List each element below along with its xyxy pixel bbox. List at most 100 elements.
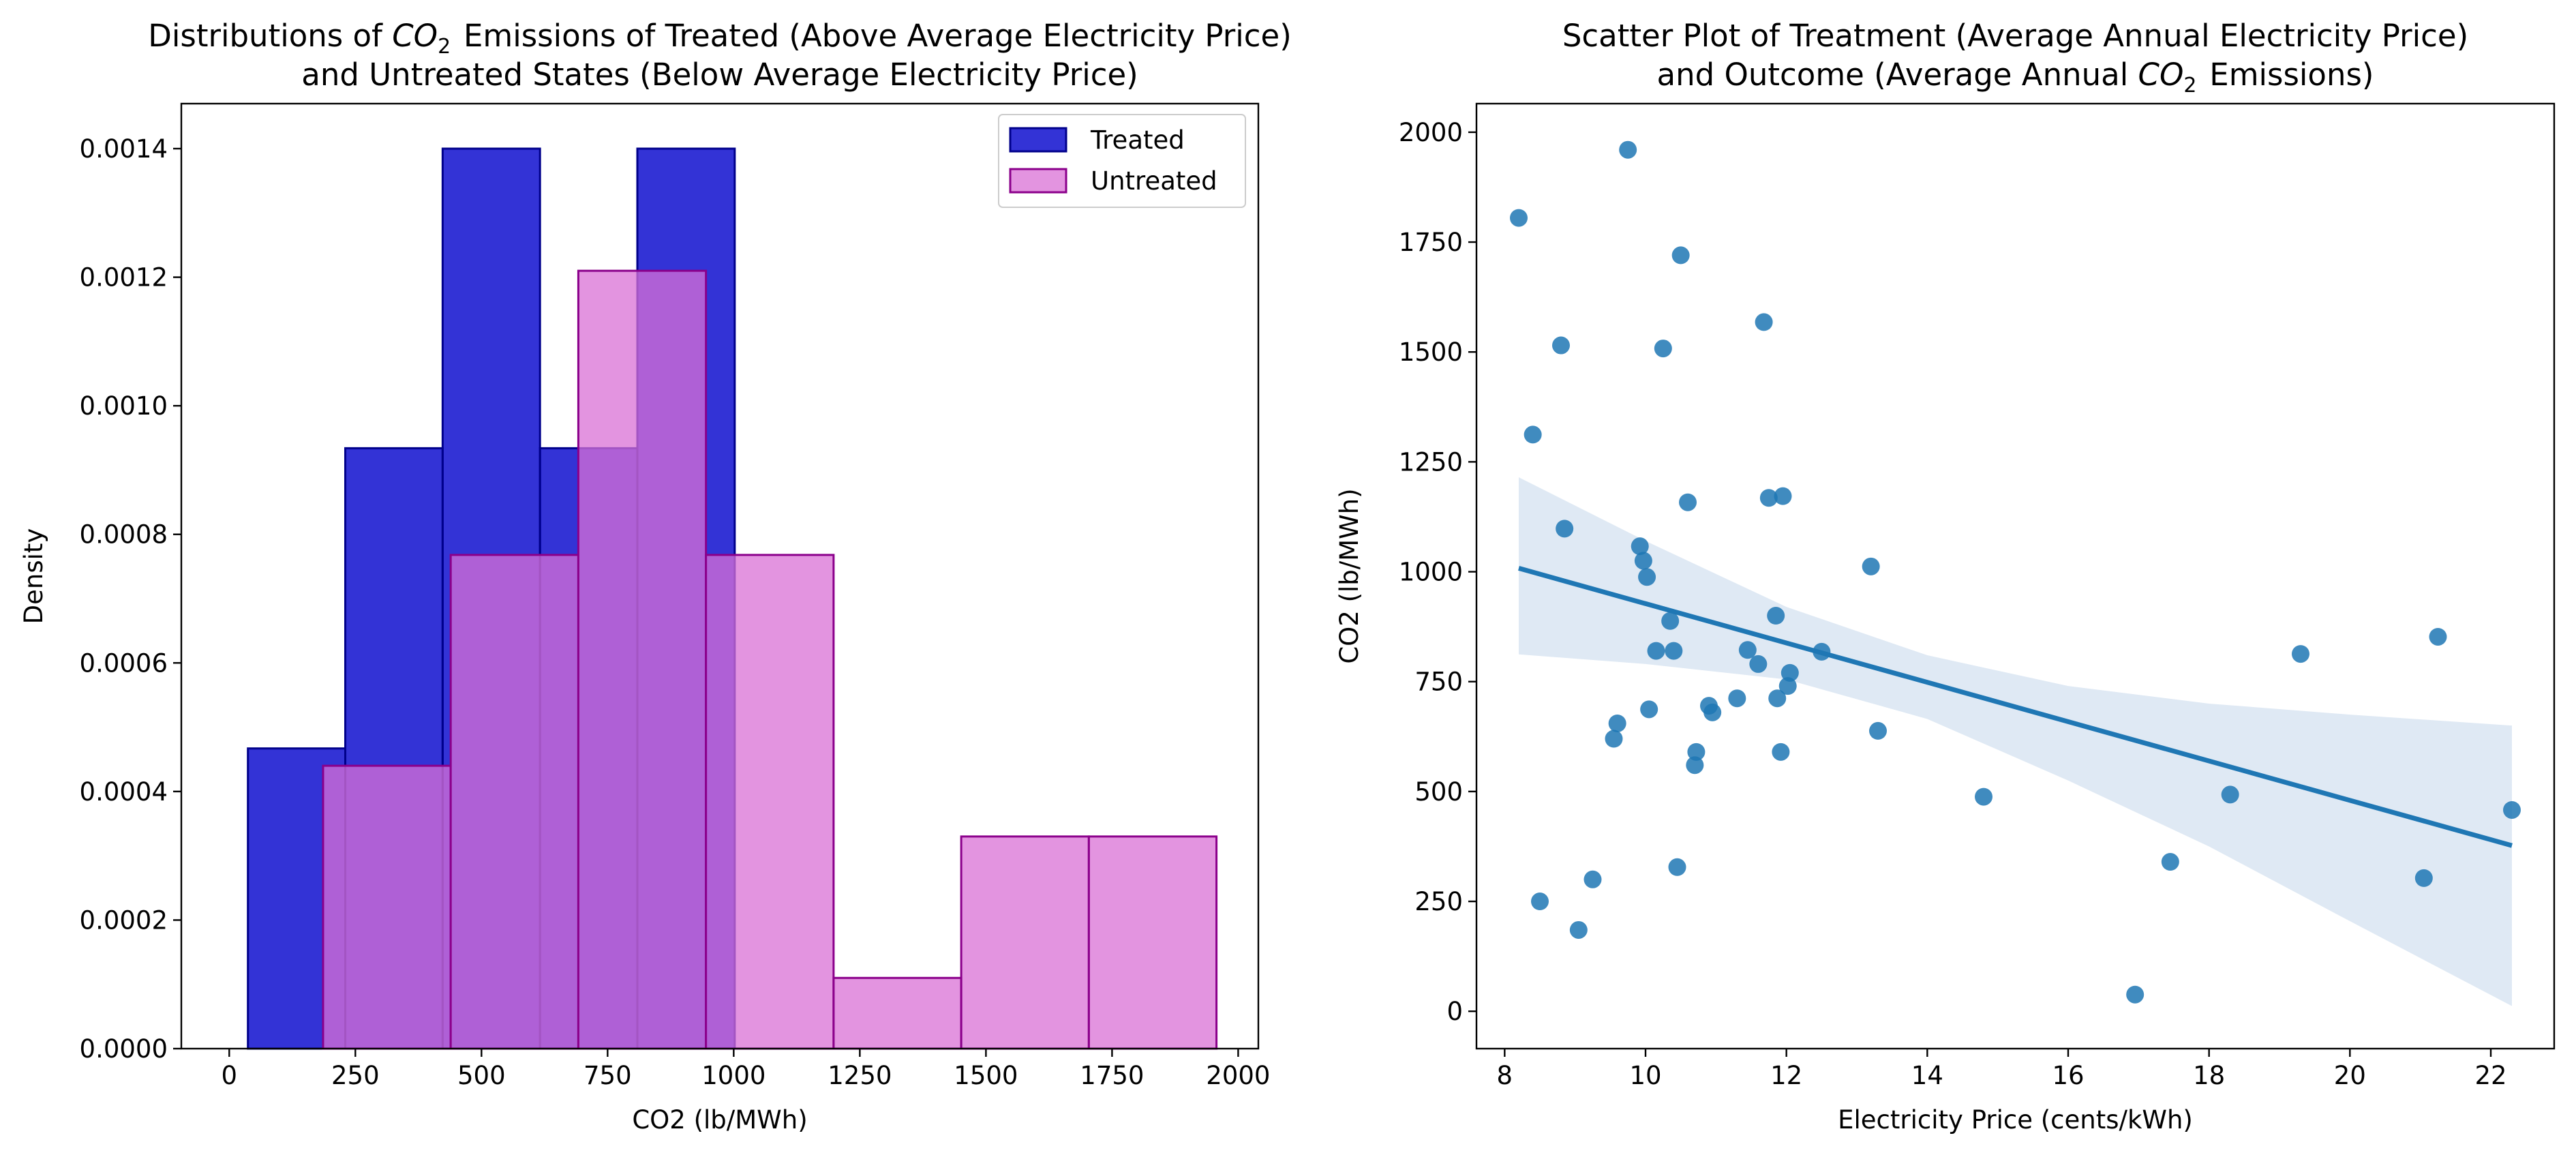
y-tick-label: 0.0010: [80, 391, 168, 421]
y-tick-label: 0.0008: [80, 520, 168, 550]
scatter-point: [1749, 655, 1768, 673]
y-tick-label: 0.0004: [80, 777, 168, 807]
scatter-point: [1552, 336, 1570, 355]
scatter-plot-frame: [1475, 102, 2556, 1050]
legend-swatch-untreated: [1009, 168, 1067, 194]
y-tick-label: 0: [1446, 997, 1463, 1026]
histogram-y-ticks: 0.0000 0.0002 0.0004 0.0006 0.0008 0.0010 0.00…: [80, 134, 181, 1064]
scatter-title: Scatter Plot of Treatment (Average Annua…: [1562, 18, 2468, 97]
scatter-point: [1631, 537, 1649, 556]
scatter-point: [1703, 703, 1722, 721]
x-tick-label: 10: [1629, 1061, 1661, 1090]
scatter-point: [1759, 489, 1778, 507]
scatter-point: [1772, 742, 1790, 761]
scatter-point: [1619, 140, 1637, 159]
legend-label-untreated: Untreated: [1091, 166, 1217, 196]
scatter-point: [1862, 557, 1880, 575]
y-tick-label: 0.0002: [80, 905, 168, 935]
untreated-bin-5: [960, 835, 1090, 1050]
scatter-point: [2126, 985, 2145, 1004]
scatter-point: [1556, 520, 1574, 538]
scatter-point: [1738, 641, 1757, 659]
scatter-point: [1668, 858, 1686, 876]
histogram-panel: Distributions of CO2 Emissions of Treate…: [19, 18, 1292, 1135]
scatter-panel: Scatter Plot of Treatment (Average Annua…: [1335, 18, 2556, 1135]
histogram-x-ticks: 0 250 500 750 1000 1250 1500 1750 2000: [222, 1049, 1270, 1090]
y-tick-label: 500: [1414, 777, 1463, 807]
scatter-points: [1510, 140, 2521, 1004]
x-tick-label: 12: [1770, 1061, 1802, 1090]
scatter-point: [1774, 487, 1792, 505]
y-tick-label: 0.0012: [80, 263, 168, 292]
scatter-point: [1638, 568, 1656, 586]
scatter-point: [1608, 714, 1626, 732]
scatter-point: [1869, 721, 1887, 740]
untreated-bin-3: [705, 554, 835, 1050]
histogram-plot-frame: [180, 102, 1260, 1050]
y-tick-label: 0.0014: [80, 134, 168, 164]
x-tick-label: 20: [2334, 1061, 2366, 1090]
scatter-point: [1768, 689, 1787, 708]
x-tick-label: 1250: [828, 1061, 892, 1090]
scatter-point: [1686, 756, 1704, 775]
scatter-point: [1665, 642, 1683, 660]
scatter-point: [1584, 870, 1602, 888]
x-tick-label: 250: [331, 1061, 380, 1090]
x-tick-label: 500: [457, 1061, 506, 1090]
scatter-point: [1661, 612, 1680, 630]
x-tick-label: 8: [1497, 1061, 1513, 1090]
x-tick-label: 2000: [1206, 1061, 1270, 1090]
scatter-point: [2414, 869, 2433, 887]
scatter-point: [1569, 920, 1588, 939]
y-tick-label: 750: [1414, 668, 1463, 697]
y-tick-label: 0.0006: [80, 648, 168, 678]
x-tick-label: 16: [2052, 1061, 2084, 1090]
scatter-point: [1510, 209, 1528, 227]
histogram-x-axis-label: CO2 (lb/MWh): [632, 1105, 807, 1135]
scatter-point: [1654, 340, 1672, 358]
scatter-point: [1640, 700, 1658, 719]
scatter-point: [1778, 677, 1797, 695]
y-tick-label: 1000: [1399, 558, 1463, 587]
legend-swatch-treated: [1009, 127, 1067, 153]
histogram-bins: [247, 147, 1218, 1050]
scatter-x-ticks: 8 10 12 14 16 18 20 22: [1497, 1049, 2507, 1090]
untreated-bin-4: [832, 976, 963, 1050]
legend-label-treated: Treated: [1090, 125, 1185, 155]
y-tick-label: 1250: [1399, 447, 1463, 477]
histogram-y-axis-label: Density: [19, 528, 48, 625]
y-tick-label: 2000: [1399, 118, 1463, 147]
regression-confidence-band: [1519, 477, 2512, 1006]
x-tick-label: 18: [2193, 1061, 2225, 1090]
y-tick-label: 1500: [1399, 338, 1463, 367]
scatter-point: [2429, 627, 2447, 646]
scatter-point: [1647, 642, 1665, 660]
scatter-point: [1781, 663, 1799, 682]
x-tick-label: 14: [1911, 1061, 1943, 1090]
scatter-point: [1975, 787, 1992, 806]
histogram-title: Distributions of CO2 Emissions of Treate…: [148, 18, 1292, 93]
scatter-y-axis-label: CO2 (lb/MWh): [1335, 488, 1364, 663]
histogram-legend: Treated Untreated: [998, 114, 1246, 208]
scatter-point: [2292, 645, 2309, 663]
x-tick-label: 1500: [954, 1061, 1018, 1090]
untreated-bin-2: [577, 269, 708, 1050]
scatter-point: [1531, 892, 1549, 911]
scatter-point: [1728, 689, 1746, 708]
x-tick-label: 1000: [701, 1061, 766, 1090]
untreated-bin-0: [322, 764, 452, 1050]
scatter-point: [2503, 800, 2521, 819]
scatter-point: [1767, 607, 1785, 625]
scatter-point: [1524, 425, 1542, 444]
scatter-point: [1605, 730, 1623, 748]
scatter-point: [1687, 742, 1706, 761]
x-tick-label: 750: [584, 1061, 632, 1090]
x-tick-label: 1750: [1080, 1061, 1144, 1090]
scatter-point: [1671, 246, 1690, 265]
y-tick-label: 0.0000: [80, 1034, 168, 1064]
y-tick-label: 1750: [1399, 228, 1463, 257]
x-tick-label: 0: [222, 1061, 238, 1090]
scatter-point: [2221, 785, 2239, 804]
scatter-point: [1634, 552, 1652, 570]
